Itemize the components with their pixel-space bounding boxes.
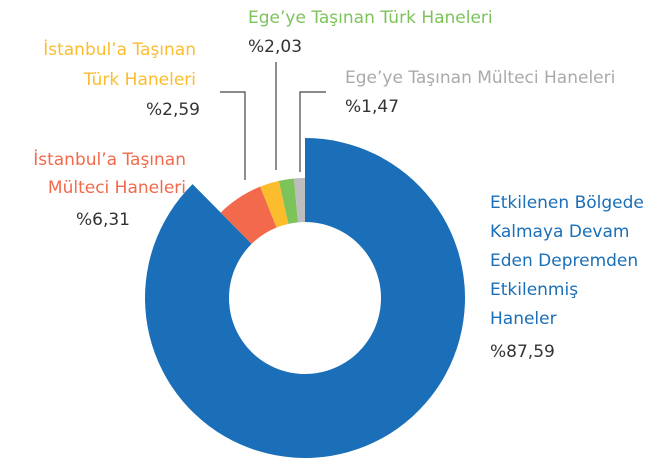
category-label: Eden Depremden — [490, 251, 638, 271]
category-label: Türk Haneleri — [83, 70, 196, 90]
category-label: Haneler — [490, 309, 557, 329]
category-label: Etkilenen Bölgede — [490, 193, 644, 213]
donut-segment — [144, 138, 465, 458]
category-label: Etkilenmiş — [490, 280, 578, 300]
value-label: %2,59 — [146, 100, 200, 120]
donut-segment — [278, 178, 298, 224]
category-label: Ege’ye Taşınan Mülteci Haneleri — [345, 68, 615, 88]
value-label: %1,47 — [345, 97, 399, 117]
category-label: İstanbul’a Taşınan — [43, 39, 196, 60]
donut-segment — [220, 186, 277, 244]
value-label: %87,59 — [490, 342, 555, 362]
leader-line — [220, 91, 246, 180]
category-label: Mülteci Haneleri — [48, 178, 186, 198]
value-label: %6,31 — [76, 210, 130, 230]
donut-segment — [293, 178, 305, 223]
category-label: Kalmaya Devam — [490, 222, 629, 242]
leader-line — [299, 91, 326, 172]
category-label: Ege’ye Taşınan Türk Haneleri — [248, 8, 493, 28]
donut-segment — [260, 180, 289, 228]
category-label: İstanbul’a Taşınan — [33, 149, 186, 170]
value-label: %2,03 — [248, 37, 302, 57]
